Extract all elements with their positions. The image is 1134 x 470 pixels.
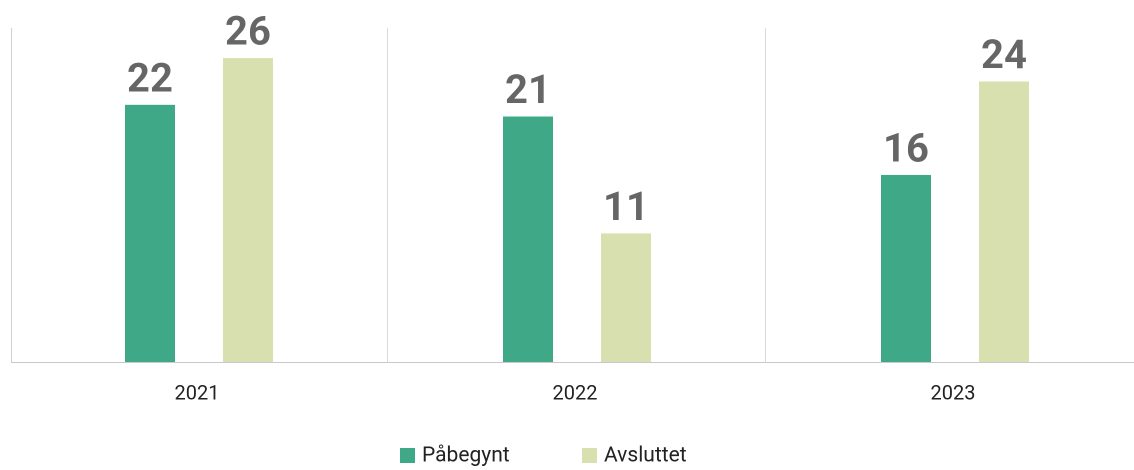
data-label: 24 xyxy=(981,31,1027,78)
data-label: 26 xyxy=(225,8,271,55)
x-tick-label: 2023 xyxy=(931,380,976,404)
data-label: 22 xyxy=(127,54,173,101)
data-label: 16 xyxy=(883,125,929,172)
bar xyxy=(125,104,175,362)
bar xyxy=(881,174,931,362)
data-label: 21 xyxy=(505,66,551,113)
data-label: 11 xyxy=(603,183,649,230)
legend-label: Påbegynt xyxy=(422,444,510,468)
legend-label: Avsluttet xyxy=(604,444,687,468)
bar xyxy=(601,233,651,362)
legend-swatch xyxy=(582,448,597,463)
x-tick-label: 2022 xyxy=(553,380,598,404)
bar xyxy=(979,81,1029,362)
bar xyxy=(223,58,273,363)
bar xyxy=(503,116,553,362)
legend-swatch xyxy=(400,448,415,463)
x-tick-label: 2021 xyxy=(175,380,220,404)
